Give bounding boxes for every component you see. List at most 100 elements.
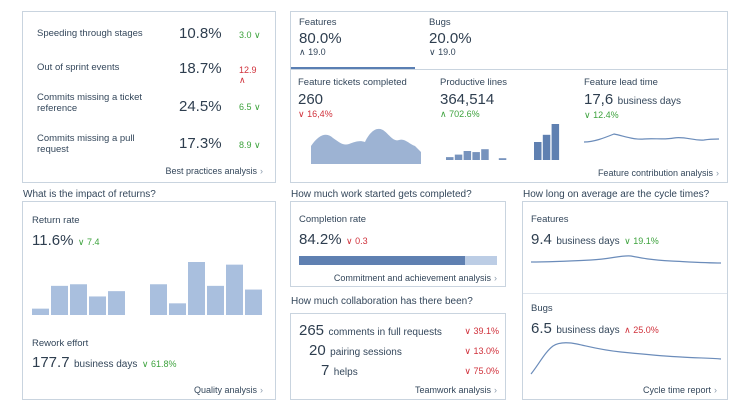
chevron-down-icon: ∨ [254, 30, 261, 40]
bp-label: Out of sprint events [37, 62, 120, 73]
chevron-down-icon: ∨ [429, 47, 436, 57]
cycle-time-report-link[interactable]: Cycle time report › [642, 385, 717, 395]
bp-value: 17.3% [179, 135, 222, 152]
chevron-up-icon: ∧ [624, 325, 631, 335]
cycle-bugs-value: 6.5 [531, 320, 552, 337]
metric-delta: ∨ 16,4% [298, 109, 333, 119]
collab-row: 20 pairing sessions ∨ 13.0% [309, 342, 499, 360]
cycle-features-unit: business days [556, 236, 620, 247]
collab-delta: ∨ 75.0% [464, 366, 499, 376]
metric-delta: ∧ 702.6% [440, 109, 480, 119]
productive-lines-bar [498, 158, 507, 160]
collab-row: 265 comments in full requests ∨ 39.1% [299, 322, 499, 340]
feature-contribution-link[interactable]: Feature contribution analysis › [597, 168, 719, 178]
chevron-down-icon: ∨ [254, 140, 261, 150]
tab-value: 20.0% [429, 30, 472, 47]
features-card: Features 80.0% ∧ 19.0 Bugs 20.0% ∨ 19.0 … [290, 11, 728, 183]
bp-row-missing-pr: Commits missing a pull request 17.3% 8.9… [37, 133, 265, 163]
bp-delta: 12.9 ∧ [239, 65, 257, 85]
completion-delta: ∨ 0.3 [346, 236, 368, 246]
bp-value: 24.5% [179, 98, 222, 115]
commitment-analysis-link[interactable]: Commitment and achievement analysis › [333, 273, 497, 283]
collaboration-card: 265 comments in full requests ∨ 39.1% 20… [290, 313, 506, 400]
rework-label: Rework effort [32, 338, 89, 349]
cycle-time-card: Features 9.4 business days ∨ 19.1% Bugs … [522, 201, 728, 400]
tab-value: 80.0% [299, 30, 342, 47]
return-bar [89, 296, 106, 315]
productive-lines-bar [534, 142, 542, 160]
completion-label: Completion rate [299, 214, 367, 225]
metric-feature-lead-time: Feature lead time 17,6 business days ∨ 1… [584, 77, 724, 121]
metric-label: Feature lead time [584, 77, 658, 88]
chevron-down-icon: ∨ [584, 110, 591, 120]
cycle-features-value: 9.4 [531, 231, 552, 248]
collab-text: pairing sessions [330, 347, 402, 358]
chevron-down-icon: ∨ [464, 366, 471, 376]
completion-value: 84.2% [299, 231, 342, 248]
return-bar [70, 284, 87, 315]
return-bar [150, 284, 167, 315]
tab-bugs[interactable]: Bugs 20.0% ∨ 19.0 [429, 17, 545, 69]
teamwork-analysis-link[interactable]: Teamwork analysis › [414, 385, 497, 395]
cycle-features-label: Features [531, 214, 569, 225]
tab-delta: ∧ 19.0 [299, 47, 326, 57]
chevron-down-icon: ∨ [346, 236, 353, 246]
cycle-features-row: 9.4 business days ∨ 19.1% [531, 231, 659, 249]
feature-tickets-area [311, 128, 421, 164]
productive-lines-bar [481, 149, 489, 160]
productive-lines-bar [551, 124, 560, 160]
quality-analysis-link[interactable]: Quality analysis › [193, 385, 263, 395]
chevron-down-icon: ∨ [464, 346, 471, 356]
chevron-up-icon: ∧ [299, 47, 306, 57]
active-tab-indicator [291, 67, 415, 69]
productive-lines-bar [446, 157, 454, 160]
metric-label: Productive lines [440, 77, 508, 88]
return-bar [207, 285, 224, 315]
bp-label: Commits missing a pull request [37, 133, 135, 155]
cycle-bugs-line [530, 342, 722, 375]
chevron-up-icon: ∧ [440, 109, 447, 119]
chevron-right-icon: › [494, 385, 497, 395]
question-cycle: How long on average are the cycle times? [523, 189, 710, 200]
best-practices-link[interactable]: Best practices analysis › [165, 166, 263, 176]
metric-value: 260 [298, 91, 324, 108]
bp-delta: 6.5 ∨ [239, 102, 261, 112]
chevron-right-icon: › [494, 273, 497, 283]
completion-progress-fill [299, 256, 466, 265]
return-rate-delta: ∨ 7.4 [77, 237, 100, 247]
cycle-bugs-unit: business days [556, 325, 620, 336]
tab-label: Features [299, 17, 337, 28]
bp-value: 18.7% [179, 60, 222, 77]
cycle-bugs-sparkline [530, 342, 722, 375]
metric-value-row: 17,6 business days [584, 91, 724, 109]
chevron-up-icon: ∧ [239, 75, 246, 85]
chevron-down-icon: ∨ [624, 236, 631, 246]
collab-delta: ∨ 39.1% [464, 326, 499, 336]
collab-delta: ∨ 13.0% [464, 346, 499, 356]
cycle-bugs-row: 6.5 business days ∧ 25.0% [531, 320, 659, 338]
bp-label: Commits missing a ticket reference [37, 92, 143, 114]
bp-delta: 8.9 ∨ [239, 140, 261, 150]
metric-value: 364,514 [440, 91, 495, 108]
rework-delta: ∨ 61.8% [141, 359, 177, 369]
bp-row-missing-ticket: Commits missing a ticket reference 24.5%… [37, 92, 265, 122]
divider [291, 69, 727, 70]
collab-text: comments in full requests [328, 327, 442, 338]
cycle-features-line [530, 255, 722, 264]
productive-lines-bar [542, 134, 551, 160]
chevron-down-icon: ∨ [77, 237, 85, 247]
rework-row: 177.7 business days ∨ 61.8% [32, 354, 176, 372]
productive-lines-bars [446, 124, 560, 160]
metric-delta: ∨ 12.4% [584, 110, 619, 120]
rework-value: 177.7 [32, 354, 70, 371]
chevron-down-icon: ∨ [141, 359, 149, 369]
return-rate-row: 11.6% ∨ 7.4 [32, 232, 100, 250]
collab-num: 265 [299, 322, 325, 339]
bp-row-out-of-sprint: Out of sprint events 18.7% 12.9 ∧ [37, 60, 265, 92]
tab-features[interactable]: Features 80.0% ∧ 19.0 [299, 17, 415, 69]
collab-row: 7 helps ∨ 75.0% [321, 362, 499, 380]
metric-label: Feature tickets completed [298, 77, 407, 88]
collab-text: helps [333, 367, 358, 378]
productive-lines-bar [472, 152, 480, 160]
returns-bar-chart [32, 262, 262, 315]
